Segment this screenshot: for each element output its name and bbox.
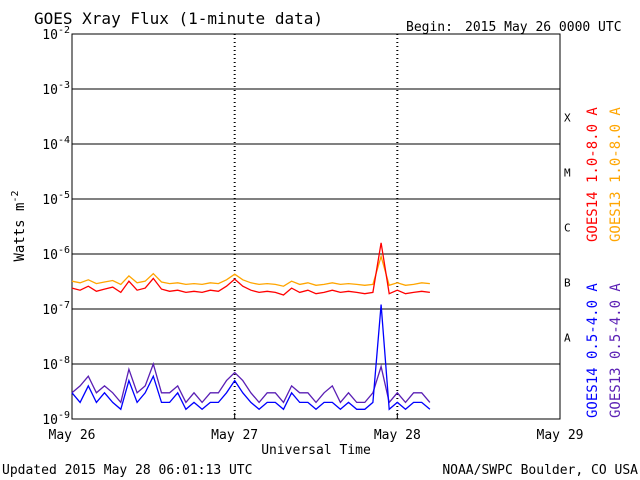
x-axis-label: Universal Time [261, 443, 371, 458]
legend-entry: GOES14 1.0-8.0 A [585, 107, 601, 242]
series-line [71, 254, 430, 287]
begin-label: Begin: [406, 20, 453, 35]
updated-text: Updated 2015 May 28 06:01:13 UTC [2, 463, 252, 478]
chart-title: GOES Xray Flux (1-minute data) [34, 9, 323, 28]
flare-class-label: M [564, 167, 571, 180]
y-tick-label: 10-7 [42, 300, 70, 318]
y-axis-ticks: 10-2 10-3 10-4 10-5 10-6 10-7 10-8 10-9 [42, 25, 560, 428]
x-tick-label: May 26 [49, 428, 96, 443]
y-tick-label: 10-3 [42, 80, 70, 98]
series-line [71, 361, 431, 404]
flare-class-labels: X M C B A [564, 112, 571, 345]
plot-area [71, 33, 561, 420]
x-tick-label: May 27 [211, 428, 258, 443]
y-tick-label: 10-2 [42, 25, 70, 43]
y-tick-label: 10-6 [42, 245, 70, 263]
y-axis-label-sup: -2 [10, 190, 21, 202]
legend-entry: GOES13 0.5-4.0 A [608, 283, 624, 418]
y-tick-label: 10-4 [42, 135, 70, 153]
series-lines [71, 242, 431, 411]
series-line [71, 242, 430, 296]
y-axis-label-text: Watts m [12, 203, 28, 262]
x-axis-ticks: May 26 May 27 May 28 May 29 [49, 413, 584, 443]
x-tick-label: May 29 [537, 428, 584, 443]
flare-class-label: X [564, 112, 571, 125]
y-axis-label: Watts m-2 [10, 190, 28, 261]
legend-entry: GOES14 0.5-4.0 A [585, 283, 601, 418]
series-line [71, 304, 431, 411]
y-tick-label: 10-8 [42, 355, 70, 373]
x-tick-label: May 28 [374, 428, 421, 443]
flare-class-label: B [564, 277, 571, 290]
begin-value: 2015 May 26 0000 UTC [465, 20, 622, 35]
credit-text: NOAA/SWPC Boulder, CO USA [442, 463, 638, 478]
y-tick-label: 10-5 [42, 190, 70, 208]
flare-class-label: A [564, 332, 571, 345]
y-tick-label: 10-9 [42, 410, 70, 428]
legend-entry: GOES13 1.0-8.0 A [608, 107, 624, 242]
flare-class-label: C [564, 222, 571, 235]
legend: GOES14 1.0-8.0 A GOES13 1.0-8.0 A GOES14 0… [585, 107, 624, 418]
